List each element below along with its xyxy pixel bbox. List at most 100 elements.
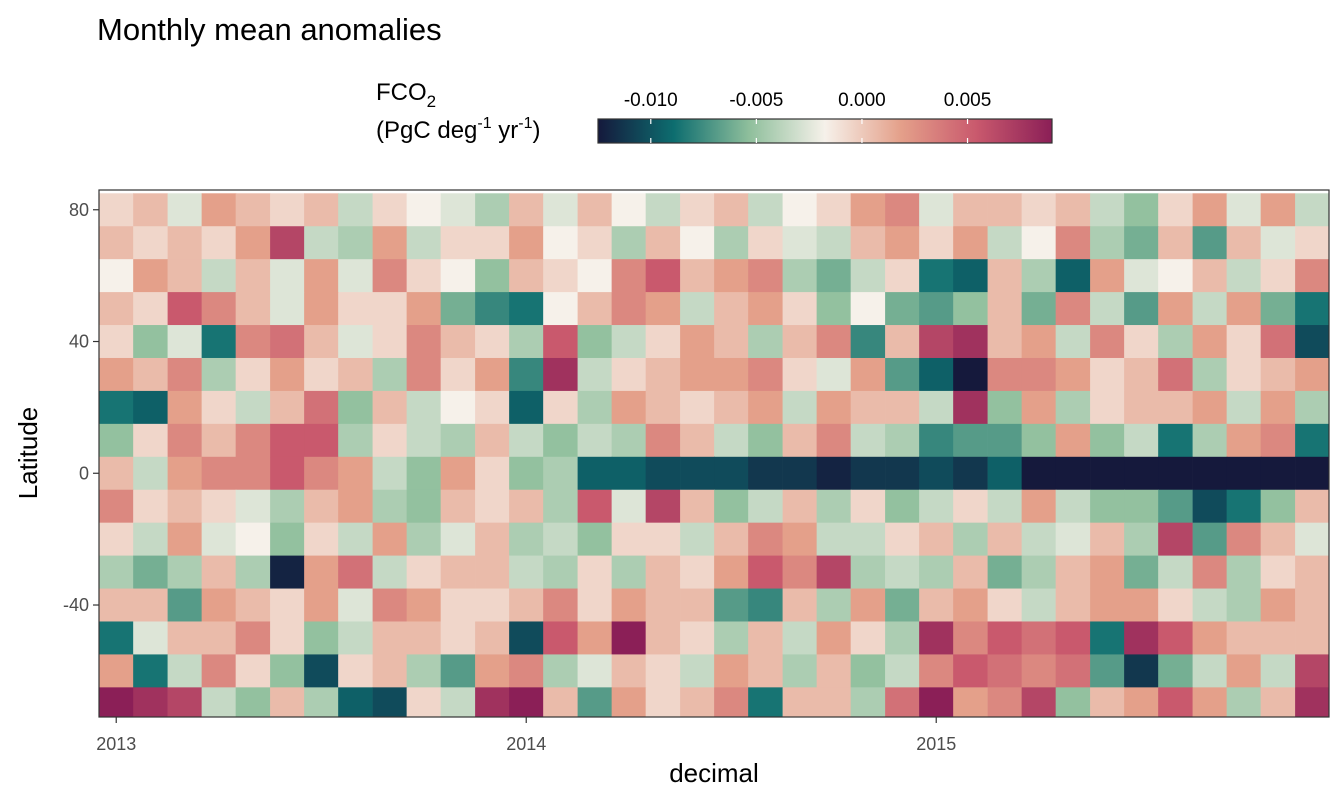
heatmap-cell bbox=[611, 588, 647, 623]
heatmap-cell bbox=[99, 292, 134, 326]
heatmap-cell bbox=[611, 226, 647, 260]
heatmap-cell bbox=[816, 654, 852, 688]
heatmap-cell bbox=[1090, 226, 1125, 260]
heatmap-cell bbox=[133, 259, 168, 293]
heatmap-cell bbox=[645, 226, 681, 260]
heatmap-cell bbox=[577, 687, 613, 717]
heatmap-cell bbox=[1295, 357, 1329, 392]
heatmap-cell bbox=[748, 522, 783, 557]
heatmap-cell bbox=[99, 621, 134, 656]
heatmap-cell bbox=[406, 621, 442, 656]
heatmap-cell bbox=[1055, 489, 1091, 524]
heatmap-cell bbox=[270, 226, 305, 260]
heatmap-cell bbox=[611, 555, 647, 590]
heatmap-cell bbox=[611, 325, 647, 359]
heatmap-cell bbox=[543, 621, 578, 656]
heatmap-cell bbox=[509, 226, 544, 260]
heatmap-cell bbox=[1124, 292, 1159, 326]
heatmap-cell bbox=[850, 357, 886, 392]
heatmap-cell bbox=[1090, 325, 1125, 359]
heatmap-cell bbox=[1124, 259, 1159, 293]
heatmap-cell bbox=[987, 325, 1023, 359]
heatmap-cell bbox=[133, 654, 168, 688]
heatmap-cell bbox=[406, 423, 442, 458]
heatmap-cell bbox=[167, 292, 203, 326]
heatmap-cell bbox=[133, 522, 168, 557]
y-axis: 80 40 0 -40 bbox=[63, 200, 99, 615]
heatmap-cell bbox=[1124, 654, 1159, 688]
heatmap-cell bbox=[167, 687, 203, 717]
heatmap-cell bbox=[543, 292, 578, 326]
heatmap-cell bbox=[1055, 325, 1091, 359]
heatmap-cell bbox=[816, 226, 852, 260]
heatmap-cell bbox=[1090, 621, 1125, 656]
heatmap-cell bbox=[1021, 325, 1057, 359]
y-axis-title: Latitude bbox=[13, 407, 43, 500]
heatmap-cell bbox=[1158, 456, 1193, 491]
heatmap-cell bbox=[475, 292, 510, 326]
heatmap-cell bbox=[816, 621, 852, 656]
heatmap-cell bbox=[372, 687, 408, 717]
heatmap-cell bbox=[509, 687, 544, 717]
heatmap-cell bbox=[440, 193, 476, 227]
heatmap-cell bbox=[1124, 621, 1159, 656]
heatmap-cell bbox=[99, 226, 134, 260]
heatmap-cell bbox=[885, 259, 920, 293]
heatmap-cell bbox=[167, 456, 203, 491]
heatmap-cell bbox=[1192, 654, 1228, 688]
legend-title-main: FCO bbox=[376, 79, 427, 106]
heatmap-cell bbox=[406, 226, 442, 260]
heatmap-cell bbox=[475, 522, 510, 557]
heatmap-cell bbox=[1124, 489, 1159, 524]
heatmap-cell bbox=[1055, 292, 1091, 326]
heatmap-cell bbox=[509, 654, 544, 688]
heatmap-cell bbox=[1192, 489, 1228, 524]
y-tick-label: 80 bbox=[69, 200, 89, 220]
heatmap-cell bbox=[645, 423, 681, 458]
heatmap-cell bbox=[885, 588, 920, 623]
heatmap-cell bbox=[1295, 325, 1329, 359]
heatmap-cell bbox=[816, 555, 852, 590]
heatmap-cell bbox=[235, 193, 271, 227]
heatmap-cell bbox=[543, 555, 578, 590]
heatmap-cell bbox=[1226, 456, 1262, 491]
heatmap-cell bbox=[304, 259, 339, 293]
heatmap-cell bbox=[1226, 555, 1262, 590]
legend-unit-sup2: -1 bbox=[518, 115, 532, 132]
heatmap-cell bbox=[440, 687, 476, 717]
heatmap-cell bbox=[509, 489, 544, 524]
heatmap-cell bbox=[1192, 259, 1228, 293]
heatmap-cell bbox=[133, 423, 168, 458]
heatmap-cell bbox=[475, 193, 510, 227]
heatmap-cell bbox=[201, 456, 237, 491]
heatmap-cell bbox=[782, 555, 818, 590]
heatmap-cell bbox=[645, 588, 681, 623]
heatmap-cell bbox=[1226, 193, 1262, 227]
heatmap-cell bbox=[1124, 522, 1159, 557]
heatmap-cell bbox=[201, 193, 237, 227]
heatmap-cell bbox=[543, 357, 578, 392]
heatmap-cell bbox=[577, 357, 613, 392]
heatmap-cell bbox=[611, 687, 647, 717]
heatmap-cell bbox=[885, 325, 920, 359]
heatmap-cell bbox=[782, 621, 818, 656]
heatmap-cell bbox=[782, 654, 818, 688]
heatmap-cell bbox=[885, 687, 920, 717]
heatmap-cell bbox=[201, 390, 237, 425]
heatmap-cell bbox=[919, 193, 954, 227]
heatmap-cell bbox=[201, 489, 237, 524]
heatmap-cell bbox=[475, 687, 510, 717]
heatmap-cell bbox=[1158, 357, 1193, 392]
heatmap-cell bbox=[338, 226, 373, 260]
heatmap-cell bbox=[1021, 357, 1057, 392]
heatmap-cell bbox=[748, 193, 783, 227]
heatmap-cell bbox=[577, 555, 613, 590]
heatmap-cell bbox=[270, 687, 305, 717]
heatmap-cell bbox=[1055, 259, 1091, 293]
heatmap-cell bbox=[201, 588, 237, 623]
heatmap-cell bbox=[543, 390, 578, 425]
heatmap-cell bbox=[919, 423, 954, 458]
heatmap-cell bbox=[543, 325, 578, 359]
heatmap-cell bbox=[816, 390, 852, 425]
heatmap-cell bbox=[714, 292, 749, 326]
